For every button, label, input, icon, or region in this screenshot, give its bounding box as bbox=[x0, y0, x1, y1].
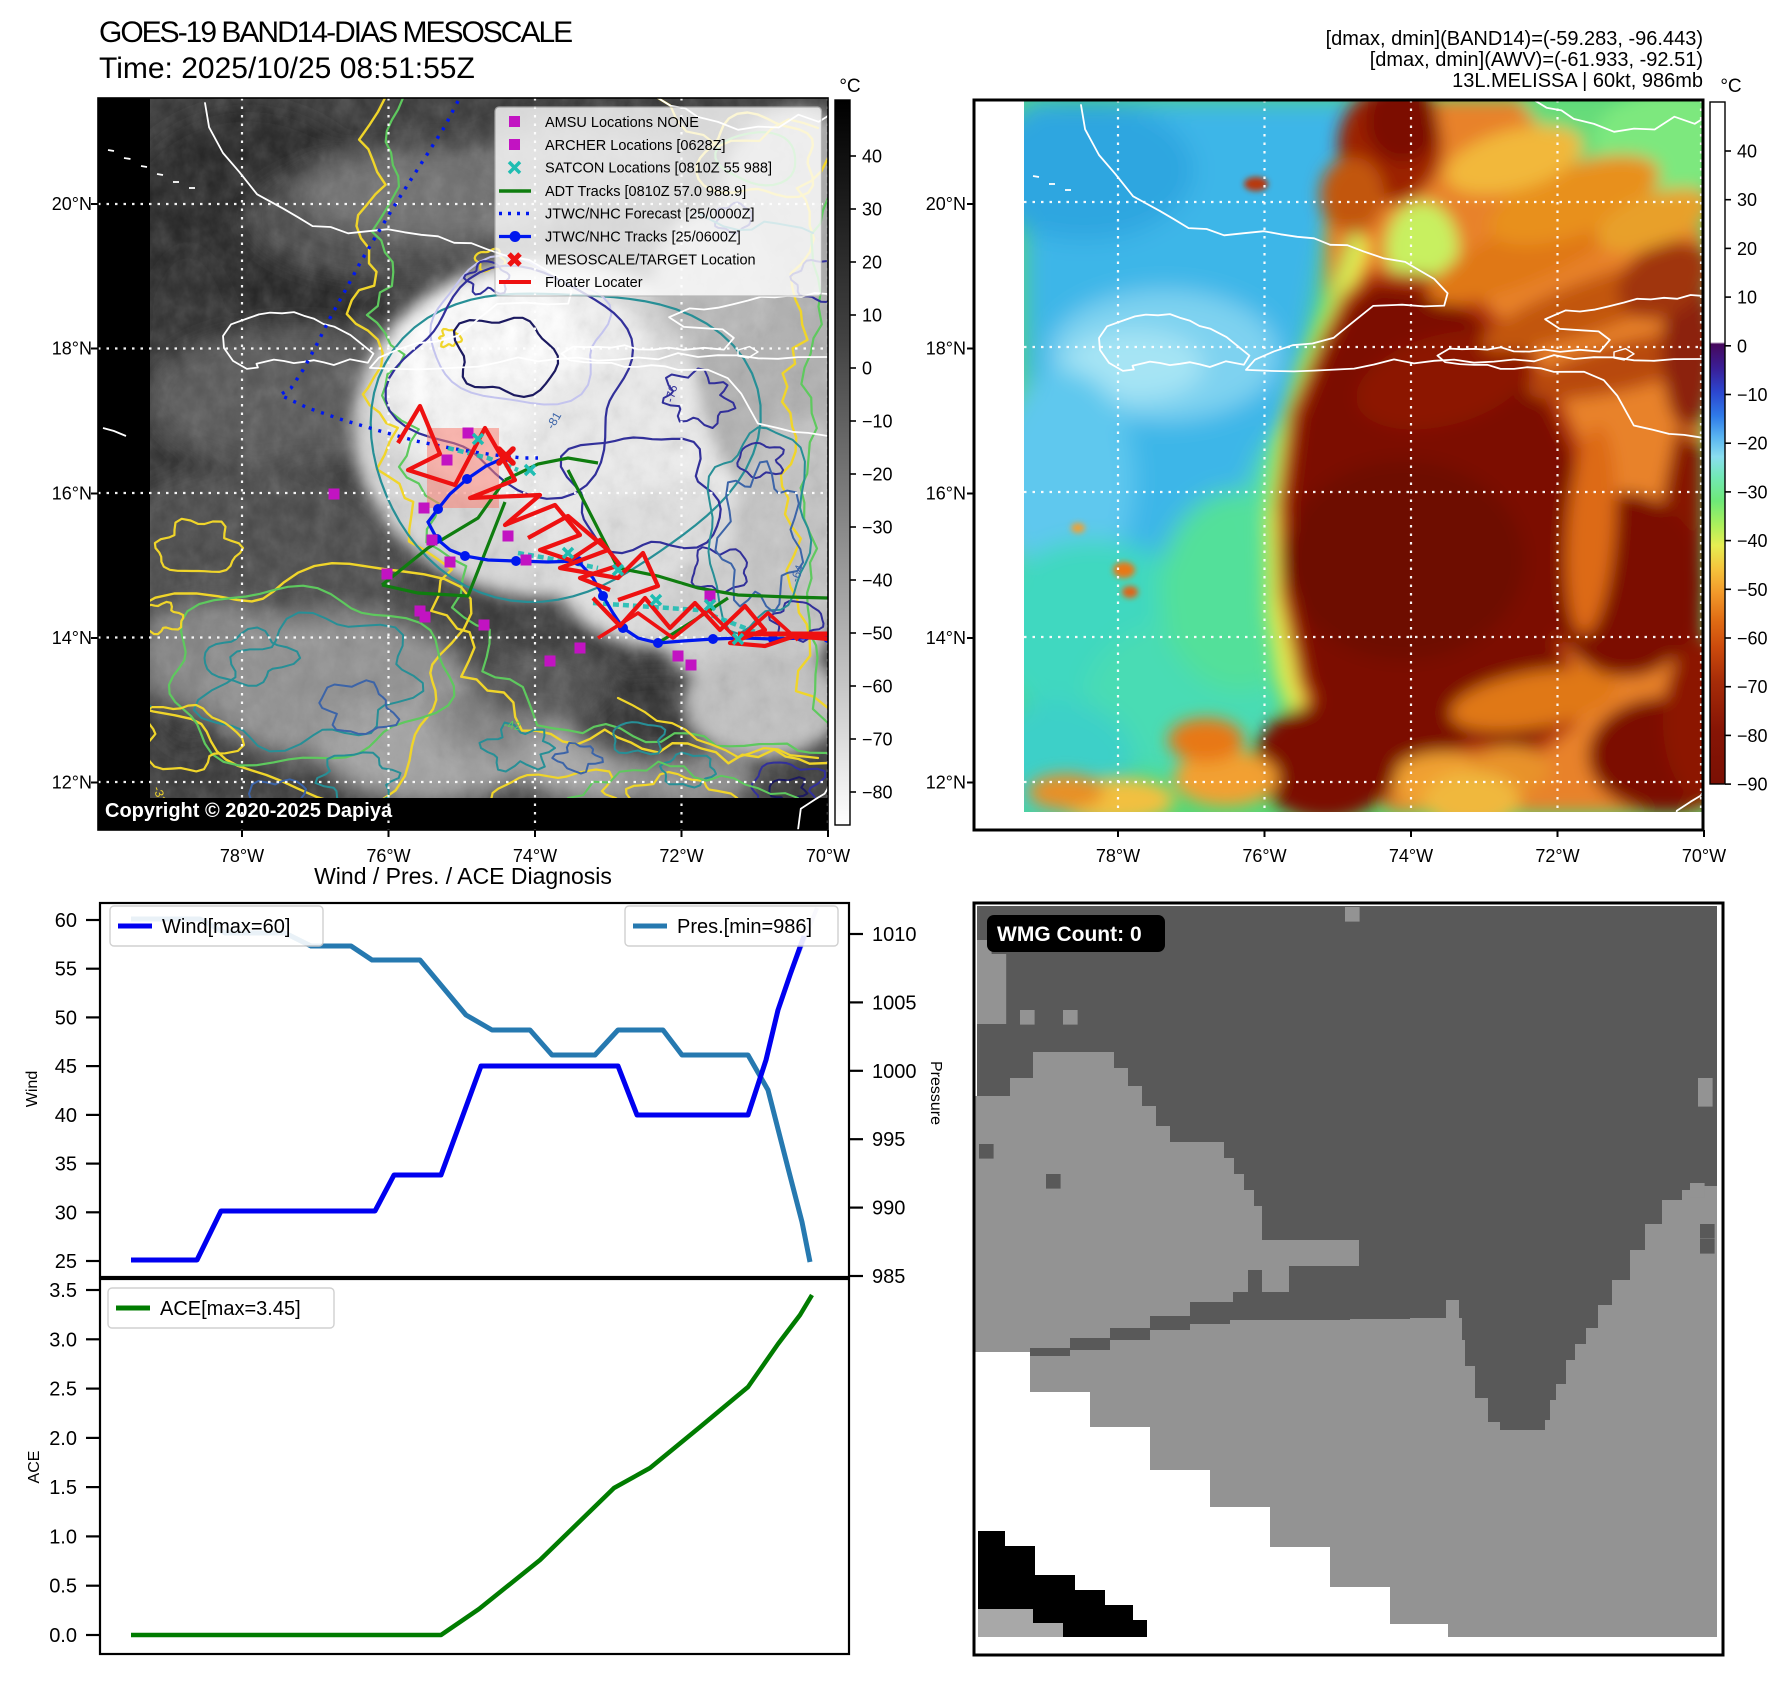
svg-text:20°N: 20°N bbox=[926, 194, 966, 214]
svg-text:25: 25 bbox=[55, 1251, 77, 1273]
svg-text:10: 10 bbox=[862, 306, 882, 326]
svg-text:40: 40 bbox=[862, 147, 882, 167]
svg-text:JTWC/NHC Forecast [25/0000Z]: JTWC/NHC Forecast [25/0000Z] bbox=[545, 207, 755, 223]
svg-text:13L.MELISSA | 60kt, 986mb: 13L.MELISSA | 60kt, 986mb bbox=[1452, 70, 1703, 92]
svg-text:−70: −70 bbox=[862, 730, 893, 750]
svg-text:−90: −90 bbox=[1737, 775, 1768, 795]
svg-text:2.5: 2.5 bbox=[49, 1379, 77, 1401]
svg-text:74°W: 74°W bbox=[1389, 846, 1433, 866]
svg-text:−10: −10 bbox=[862, 412, 893, 432]
svg-text:-31: -31 bbox=[150, 784, 169, 805]
svg-text:1.5: 1.5 bbox=[49, 1477, 77, 1499]
svg-text:1000: 1000 bbox=[872, 1061, 917, 1083]
svg-text:°C: °C bbox=[1720, 76, 1741, 97]
svg-text:−50: −50 bbox=[862, 624, 893, 644]
svg-text:Wind: Wind bbox=[24, 1071, 41, 1107]
svg-text:ACE[max=3.45]: ACE[max=3.45] bbox=[160, 1298, 301, 1320]
svg-text:1.0: 1.0 bbox=[49, 1526, 77, 1548]
svg-text:74°W: 74°W bbox=[513, 846, 557, 866]
svg-text:20: 20 bbox=[1737, 239, 1757, 259]
svg-text:0: 0 bbox=[862, 359, 872, 379]
svg-text:−50: −50 bbox=[1737, 580, 1768, 600]
svg-text:70°W: 70°W bbox=[1682, 846, 1726, 866]
svg-text:−40: −40 bbox=[1737, 531, 1768, 551]
svg-text:55: 55 bbox=[55, 959, 77, 981]
svg-text:995: 995 bbox=[872, 1129, 905, 1151]
svg-text:Wind / Pres. / ACE Diagnosis: Wind / Pres. / ACE Diagnosis bbox=[314, 863, 612, 889]
svg-text:−30: −30 bbox=[862, 518, 893, 538]
svg-text:WMG Count: 0: WMG Count: 0 bbox=[997, 923, 1142, 946]
svg-text:2.0: 2.0 bbox=[49, 1428, 77, 1450]
svg-text:12°N: 12°N bbox=[926, 773, 966, 793]
svg-text:16°N: 16°N bbox=[926, 484, 966, 504]
svg-text:76°W: 76°W bbox=[366, 846, 410, 866]
svg-text:45: 45 bbox=[55, 1056, 77, 1078]
svg-text:16°N: 16°N bbox=[52, 484, 92, 504]
svg-text:40: 40 bbox=[55, 1105, 77, 1127]
svg-text:−80: −80 bbox=[862, 783, 893, 803]
svg-text:−80: −80 bbox=[1737, 726, 1768, 746]
svg-text:Pressure: Pressure bbox=[927, 1061, 944, 1125]
svg-text:−60: −60 bbox=[1737, 629, 1768, 649]
svg-text:ACE: ACE bbox=[26, 1451, 43, 1484]
svg-text:14°N: 14°N bbox=[52, 628, 92, 648]
svg-text:3.0: 3.0 bbox=[49, 1329, 77, 1351]
svg-text:78°W: 78°W bbox=[220, 846, 264, 866]
svg-text:0.5: 0.5 bbox=[49, 1576, 77, 1598]
svg-text:60: 60 bbox=[55, 910, 77, 932]
svg-text:−10: −10 bbox=[1737, 385, 1768, 405]
svg-text:14°N: 14°N bbox=[926, 628, 966, 648]
svg-text:−20: −20 bbox=[862, 465, 893, 485]
svg-text:−70: −70 bbox=[1737, 677, 1768, 697]
svg-text:Wind[max=60]: Wind[max=60] bbox=[162, 916, 290, 938]
svg-text:72°W: 72°W bbox=[1535, 846, 1579, 866]
svg-text:20: 20 bbox=[862, 253, 882, 273]
svg-text:1010: 1010 bbox=[872, 924, 917, 946]
svg-text:70°W: 70°W bbox=[806, 846, 850, 866]
svg-text:30: 30 bbox=[1737, 190, 1757, 210]
svg-text:°C: °C bbox=[839, 76, 860, 97]
svg-text:[dmax, dmin](BAND14)=(-59.283,: [dmax, dmin](BAND14)=(-59.283, -96.443) bbox=[1326, 28, 1703, 50]
svg-text:−20: −20 bbox=[1737, 434, 1768, 454]
svg-text:50: 50 bbox=[55, 1007, 77, 1029]
svg-text:20°N: 20°N bbox=[52, 194, 92, 214]
svg-text:18°N: 18°N bbox=[926, 339, 966, 359]
svg-text:Floater Locater: Floater Locater bbox=[545, 275, 643, 291]
svg-text:[dmax, dmin](AWV)=(-61.933, -9: [dmax, dmin](AWV)=(-61.933, -92.51) bbox=[1370, 49, 1703, 71]
svg-text:JTWC/NHC Tracks [25/0600Z]: JTWC/NHC Tracks [25/0600Z] bbox=[545, 230, 741, 246]
svg-text:76°W: 76°W bbox=[1242, 846, 1286, 866]
svg-text:12°N: 12°N bbox=[52, 773, 92, 793]
svg-text:−40: −40 bbox=[862, 571, 893, 591]
svg-text:18°N: 18°N bbox=[52, 339, 92, 359]
svg-text:-64: -64 bbox=[788, 563, 807, 584]
svg-text:GOES-19 BAND14-DIAS MESOSCALE: GOES-19 BAND14-DIAS MESOSCALE bbox=[99, 16, 572, 49]
svg-text:985: 985 bbox=[872, 1266, 905, 1288]
svg-text:10: 10 bbox=[1737, 288, 1757, 308]
svg-text:35: 35 bbox=[55, 1154, 77, 1176]
svg-text:30: 30 bbox=[55, 1202, 77, 1224]
svg-text:Copyright © 2020-2025 Dapiya: Copyright © 2020-2025 Dapiya bbox=[105, 800, 393, 822]
svg-text:−30: −30 bbox=[1737, 482, 1768, 502]
svg-text:3.5: 3.5 bbox=[49, 1280, 77, 1302]
svg-text:MESOSCALE/TARGET Location: MESOSCALE/TARGET Location bbox=[545, 253, 756, 269]
svg-text:78°W: 78°W bbox=[1096, 846, 1140, 866]
svg-text:-42: -42 bbox=[503, 717, 522, 733]
svg-text:1005: 1005 bbox=[872, 992, 917, 1014]
svg-text:-54: -54 bbox=[134, 692, 156, 715]
svg-text:-76: -76 bbox=[662, 383, 680, 404]
svg-text:AMSU Locations NONE: AMSU Locations NONE bbox=[545, 115, 699, 131]
svg-text:Time: 2025/10/25 08:51:55Z: Time: 2025/10/25 08:51:55Z bbox=[99, 52, 475, 85]
svg-text:ARCHER Locations [0628Z]: ARCHER Locations [0628Z] bbox=[545, 138, 726, 154]
svg-text:SATCON Locations [0810Z 55 988: SATCON Locations [0810Z 55 988] bbox=[545, 161, 772, 177]
svg-text:72°W: 72°W bbox=[659, 846, 703, 866]
svg-text:0.0: 0.0 bbox=[49, 1625, 77, 1647]
svg-text:40: 40 bbox=[1737, 142, 1757, 162]
svg-text:−60: −60 bbox=[862, 677, 893, 697]
svg-text:30: 30 bbox=[862, 200, 882, 220]
svg-text:Pres.[min=986]: Pres.[min=986] bbox=[677, 916, 812, 938]
svg-text:ADT Tracks [0810Z 57.0 988.9]: ADT Tracks [0810Z 57.0 988.9] bbox=[545, 184, 746, 200]
svg-text:990: 990 bbox=[872, 1198, 905, 1220]
svg-text:0: 0 bbox=[1737, 336, 1747, 356]
